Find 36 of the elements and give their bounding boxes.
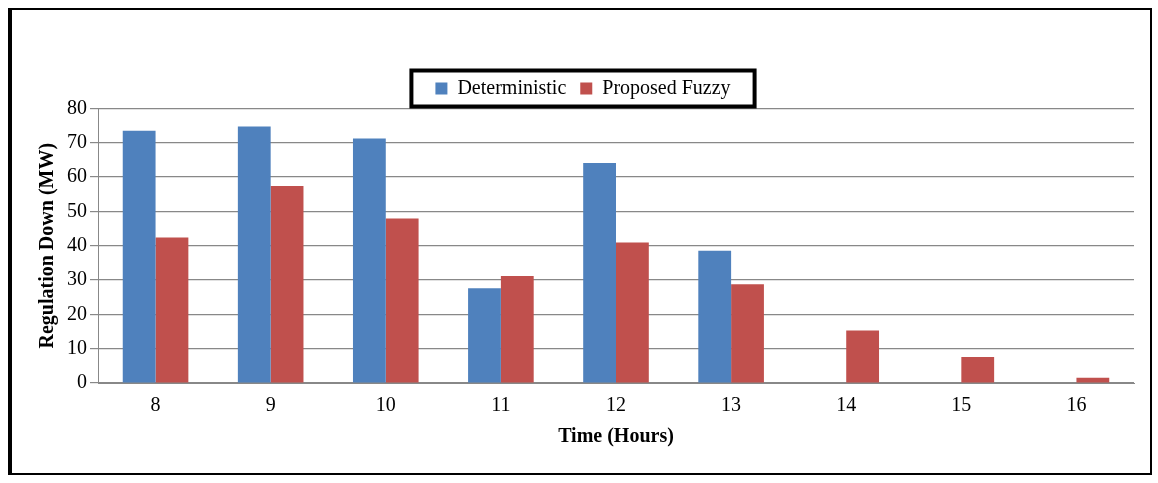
y-tick-label: 80 [67, 95, 87, 118]
y-tick-label: 20 [67, 301, 87, 324]
bar [270, 185, 304, 383]
x-axis-title: Time (Hours) [558, 424, 674, 448]
y-tick-label: 10 [67, 335, 87, 358]
x-tick-label: 8 [150, 393, 161, 416]
y-tick-label: 30 [67, 267, 87, 290]
legend-label: Deterministic [457, 75, 567, 98]
bar [385, 218, 419, 383]
bar [846, 330, 880, 383]
legend-label: Proposed Fuzzy [602, 75, 731, 99]
bar [698, 250, 732, 383]
y-tick-label: 0 [77, 370, 87, 393]
bar [237, 126, 271, 383]
bar [583, 162, 616, 383]
x-tick-label: 10 [375, 393, 396, 416]
bar [616, 242, 649, 383]
x-tick-label: 12 [606, 393, 626, 416]
y-axis-title: Regulation Down (MW) [35, 142, 59, 349]
bar [155, 237, 189, 383]
y-tick-label: 40 [67, 232, 87, 255]
x-tick-label: 9 [265, 393, 276, 416]
x-tick-label: 13 [721, 393, 742, 416]
y-tick-label: 50 [67, 198, 87, 221]
x-tick-label: 16 [1066, 393, 1087, 416]
y-tick-label: 60 [67, 164, 87, 187]
x-tick-label: 11 [491, 393, 511, 416]
y-tick-label: 70 [67, 129, 87, 152]
bar [731, 284, 764, 383]
bar [961, 356, 995, 383]
x-tick-label: 14 [836, 393, 857, 416]
bar [468, 288, 501, 383]
bar [500, 275, 534, 383]
bar [352, 138, 386, 383]
bar [122, 130, 156, 383]
x-tick-label: 15 [951, 393, 972, 416]
